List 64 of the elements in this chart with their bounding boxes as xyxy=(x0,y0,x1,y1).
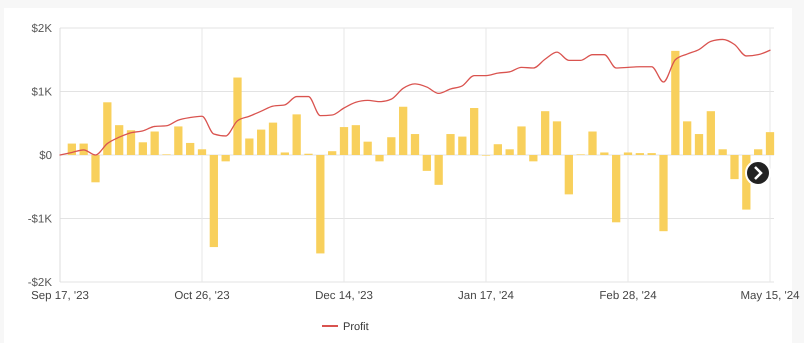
x-tick-label: May 15, '24 xyxy=(740,290,800,302)
bar xyxy=(280,152,289,155)
bar xyxy=(91,155,100,182)
bar xyxy=(434,155,443,185)
bar xyxy=(659,155,668,232)
bar xyxy=(671,50,680,155)
bar xyxy=(694,134,704,155)
x-tick-label: Dec 14, '23 xyxy=(315,290,373,302)
bar xyxy=(268,122,278,155)
bar xyxy=(375,155,384,162)
y-tick-label: $0 xyxy=(39,150,52,162)
x-tick-label: Jan 17, '24 xyxy=(458,290,515,302)
bar xyxy=(233,78,242,155)
bar xyxy=(340,127,348,155)
bar xyxy=(600,152,608,155)
bar xyxy=(364,142,372,155)
y-tick-label: -$2K xyxy=(28,277,52,290)
line-series xyxy=(59,38,771,156)
bar xyxy=(506,149,514,155)
y-tick-label: -$1K xyxy=(28,214,52,226)
bar xyxy=(588,132,597,155)
bar xyxy=(257,130,266,155)
bar xyxy=(529,155,538,162)
x-tick-label: Oct 26, '23 xyxy=(174,290,230,302)
bar xyxy=(718,149,727,155)
bar xyxy=(517,126,526,155)
bar xyxy=(458,136,466,155)
bar xyxy=(624,152,632,155)
bar xyxy=(730,155,739,180)
bar xyxy=(198,149,206,155)
bar xyxy=(422,155,431,171)
bar xyxy=(612,155,620,222)
bar xyxy=(292,114,301,155)
bar xyxy=(399,106,408,155)
x-tick-label: Sep 17, '23 xyxy=(31,290,89,302)
bar xyxy=(387,137,396,155)
bar xyxy=(316,155,324,254)
bar xyxy=(470,108,478,155)
bar xyxy=(126,130,136,155)
bar xyxy=(564,155,573,194)
bar xyxy=(754,149,762,155)
y-tick-label: $1K xyxy=(32,86,52,99)
bar xyxy=(766,132,774,155)
bar xyxy=(410,134,420,155)
bar xyxy=(446,134,455,155)
bar xyxy=(328,151,336,155)
bar xyxy=(150,132,159,155)
legend-label: Profit xyxy=(343,320,369,333)
bar xyxy=(210,155,218,248)
bar xyxy=(222,155,230,162)
bar xyxy=(706,111,715,155)
bar xyxy=(186,142,194,155)
x-tick-label: Feb 28, '24 xyxy=(599,290,658,302)
bar xyxy=(683,121,692,155)
bar xyxy=(103,102,112,155)
bar xyxy=(115,125,124,155)
bar xyxy=(352,125,360,155)
bar xyxy=(552,121,562,155)
bar xyxy=(174,126,182,155)
y-tick-label: $2K xyxy=(32,23,52,36)
bar xyxy=(245,138,254,155)
bar xyxy=(138,142,147,155)
bar xyxy=(541,111,550,155)
bar xyxy=(494,144,502,155)
